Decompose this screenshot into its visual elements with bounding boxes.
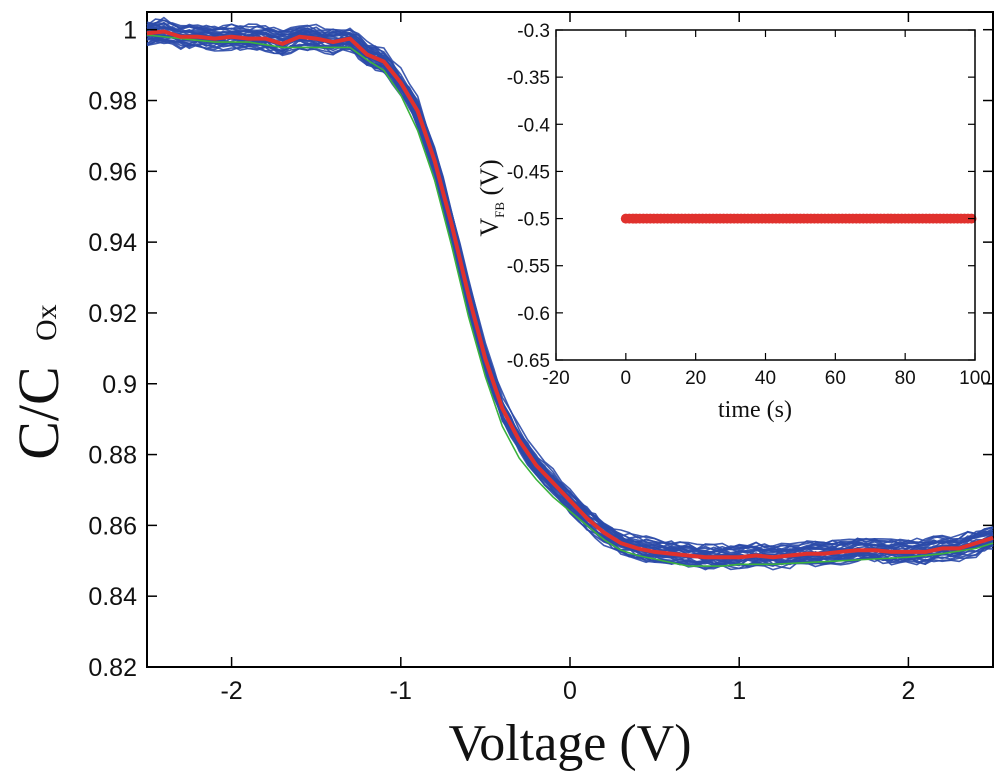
inset-x-ticks: -20 0 20 40 60 80 100 — [542, 30, 991, 389]
inset-y-tick-label: -0.65 — [507, 351, 550, 372]
y-tick-label: 0.82 — [88, 654, 137, 682]
inset-y-tick-label: -0.5 — [517, 210, 550, 231]
x-tick-label: -1 — [390, 677, 412, 705]
x-tick-label: 2 — [901, 677, 915, 705]
x-tick-label: 0 — [563, 677, 577, 705]
y-tick-label: 0.84 — [88, 583, 137, 611]
main-x-axis-label: Voltage (V) — [448, 715, 691, 772]
svg-text:VFB (V): VFB (V) — [475, 159, 507, 236]
blue-curve — [146, 19, 994, 551]
inset-y-axis-label: VFB (V) — [475, 159, 507, 236]
inset-y-tick-label: -0.4 — [517, 115, 550, 136]
inset-x-tick-label: 40 — [755, 368, 776, 389]
inset-x-tick-label: 0 — [621, 368, 632, 389]
main-y-axis-label-sub: Ox — [30, 304, 63, 341]
green-curve — [146, 34, 994, 567]
mean-curve — [146, 29, 994, 560]
y-tick-label: 0.92 — [88, 300, 137, 328]
main-y-ticks: 0.82 0.84 0.86 0.88 0.9 0.92 0.94 0.96 0.98 1 — [88, 17, 993, 682]
x-tick-label: 1 — [732, 677, 746, 705]
inset-y-tick-label: -0.6 — [517, 304, 550, 325]
inset-x-tick-label: -20 — [542, 368, 569, 389]
inset-y-tick-label: -0.55 — [507, 257, 550, 278]
svg-text:Ox: Ox — [30, 304, 63, 341]
main-chart: -2 -1 0 1 2 0.820.840.860.880.90.920.940.960… — [6, 11, 994, 772]
y-tick-label: 0.86 — [88, 512, 137, 540]
inset-y-axis-label-unit: (V) — [475, 159, 504, 202]
inset-x-tick-label: 20 — [685, 368, 706, 389]
inset-scatter-points — [620, 213, 977, 224]
inset-y-ticks: -0.65 -0.6 -0.55 -0.5 -0.45 -0.4 -0.35 -0.3 — [507, 21, 975, 372]
main-x-ticks: -2 -1 0 1 2 — [220, 12, 915, 705]
main-y-axis-label: C/C Ox — [6, 304, 71, 459]
inset-x-tick-label: 60 — [825, 368, 846, 389]
inset-y-tick-label: -0.45 — [507, 162, 550, 183]
inset-background — [556, 30, 975, 360]
inset-chart: -20 0 20 40 60 80 100 -0.65-0.6-0.55-0.5-0.45-… — [475, 21, 991, 423]
blue-curve — [146, 40, 994, 571]
y-tick-label: 0.98 — [88, 88, 137, 116]
svg-text:C/C: C/C — [6, 366, 71, 460]
x-tick-label: -2 — [220, 677, 242, 705]
inset-y-axis-label-sub: FB — [492, 202, 507, 218]
main-series-group — [146, 29, 994, 567]
blue-curve — [146, 16, 994, 549]
inset-x-tick-label: 100 — [959, 368, 991, 389]
y-tick-label: 0.94 — [88, 229, 137, 257]
inset-y-tick-label: -0.3 — [517, 21, 550, 42]
main-y-axis-label-main: C/C — [6, 366, 71, 460]
y-tick-label: 0.96 — [88, 158, 137, 186]
y-tick-label: 1 — [123, 17, 137, 45]
inset-y-axis-label-main: V — [475, 218, 504, 237]
y-tick-label: 0.88 — [88, 442, 137, 470]
inset-x-axis-label: time (s) — [718, 397, 792, 423]
y-tick-label: 0.9 — [102, 371, 137, 399]
inset-x-tick-label: 80 — [895, 368, 916, 389]
inset-y-tick-label: -0.35 — [507, 68, 550, 89]
